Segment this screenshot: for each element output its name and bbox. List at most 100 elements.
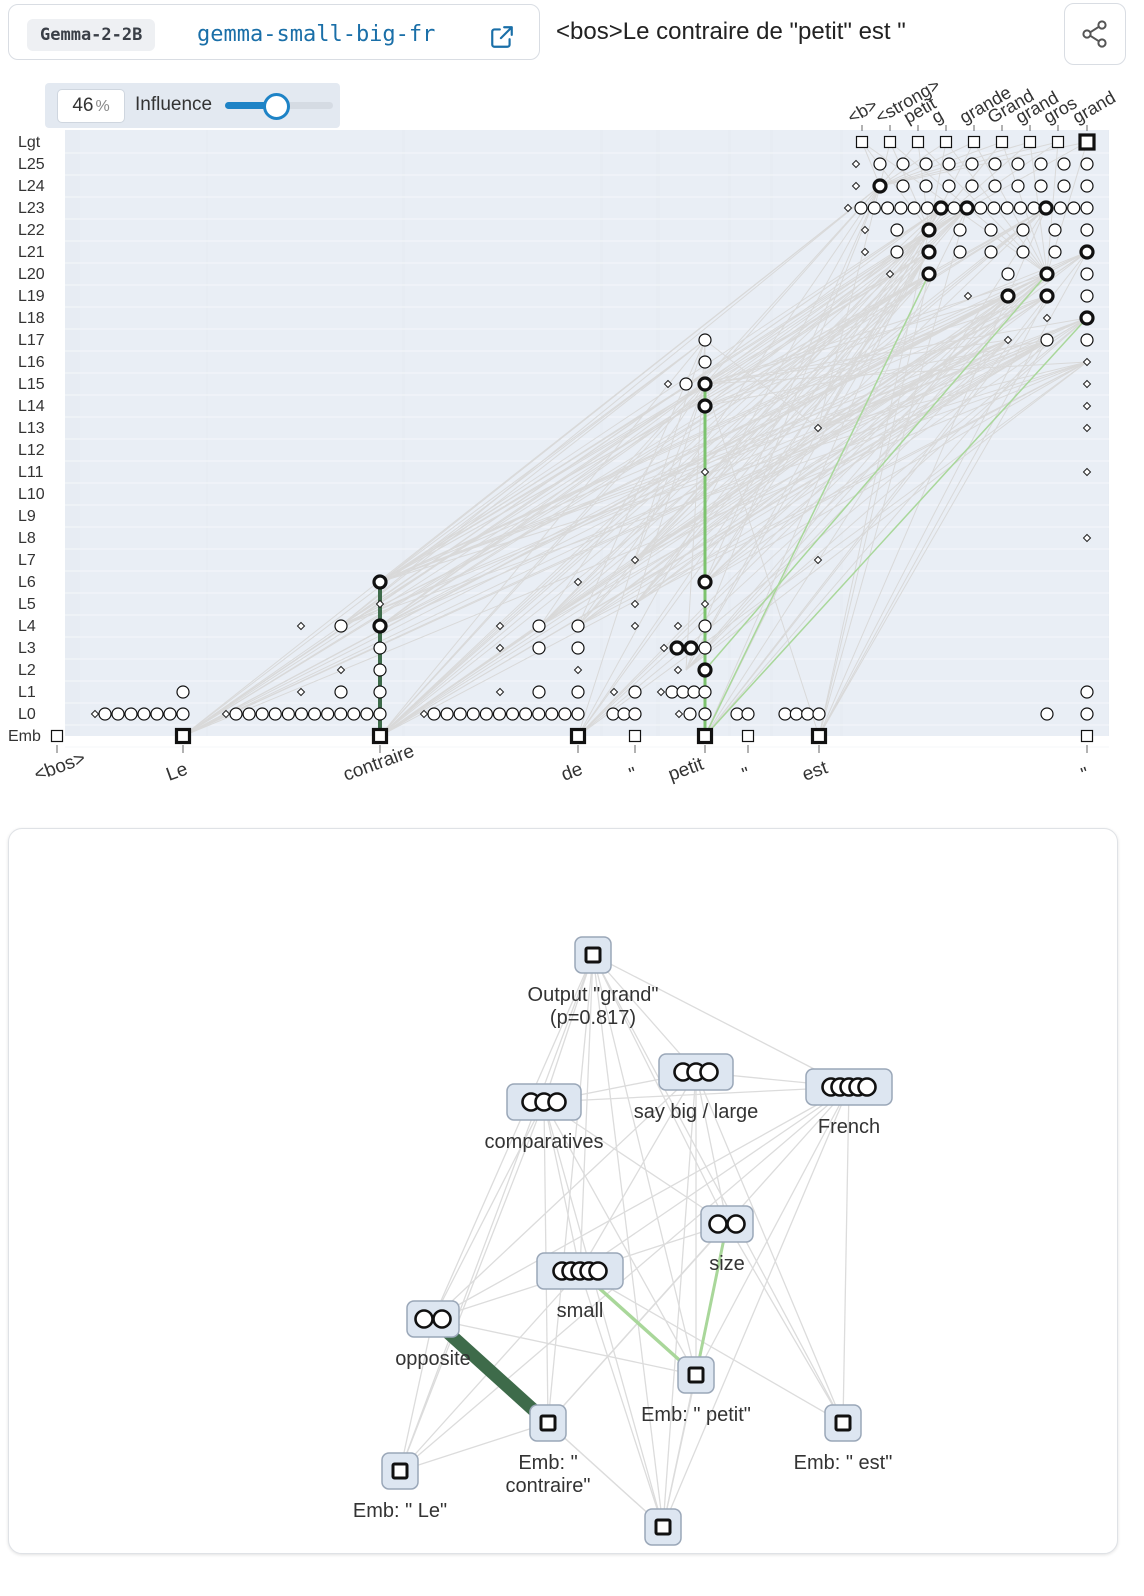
small-feature-node[interactable] xyxy=(659,643,669,653)
feature-node[interactable] xyxy=(1013,201,1028,215)
token-node[interactable] xyxy=(628,729,642,743)
feature-node[interactable] xyxy=(942,179,956,193)
subgraph-node-embcontraire[interactable]: Emb: "contraire" xyxy=(506,1404,591,1497)
small-feature-node[interactable] xyxy=(609,687,619,697)
feature-node[interactable] xyxy=(360,707,374,721)
feature-node[interactable] xyxy=(532,707,546,721)
feature-node[interactable] xyxy=(519,707,533,721)
feature-node[interactable] xyxy=(730,707,744,721)
subgraph-node-out[interactable]: Output "grand"(p=0.817) xyxy=(528,936,659,1029)
feature-node[interactable] xyxy=(665,685,679,699)
subgraph-node-size[interactable]: size xyxy=(700,1205,754,1275)
feature-node[interactable] xyxy=(683,640,699,656)
feature-node[interactable] xyxy=(919,157,933,171)
small-feature-node[interactable] xyxy=(963,291,973,301)
feature-node[interactable] xyxy=(896,157,910,171)
feature-node[interactable] xyxy=(801,707,815,721)
small-feature-node[interactable] xyxy=(630,555,640,565)
feature-node[interactable] xyxy=(894,201,908,215)
token-node[interactable] xyxy=(371,727,389,745)
feature-node[interactable] xyxy=(1001,267,1015,281)
feature-node[interactable] xyxy=(697,376,713,392)
feature-node[interactable] xyxy=(532,685,546,699)
feature-node[interactable] xyxy=(1080,685,1094,699)
feature-node[interactable] xyxy=(697,398,713,414)
feature-node[interactable] xyxy=(1080,289,1094,303)
feature-node[interactable] xyxy=(697,662,713,678)
token-node[interactable] xyxy=(855,135,869,149)
graph-name[interactable]: gemma-small-big-fr xyxy=(197,22,436,47)
feature-node[interactable] xyxy=(1027,201,1041,215)
subgraph-node-embbottom[interactable] xyxy=(644,1508,682,1546)
feature-node[interactable] xyxy=(741,707,755,721)
small-feature-node[interactable] xyxy=(663,379,673,389)
small-feature-node[interactable] xyxy=(375,599,385,609)
feature-node[interactable] xyxy=(373,685,387,699)
small-feature-node[interactable] xyxy=(1082,379,1092,389)
feature-node[interactable] xyxy=(921,222,937,238)
feature-node[interactable] xyxy=(1079,244,1095,260)
token-node[interactable] xyxy=(939,135,953,149)
token-node[interactable] xyxy=(1080,729,1094,743)
feature-node[interactable] xyxy=(687,685,701,699)
feature-node[interactable] xyxy=(880,201,895,215)
feature-node[interactable] xyxy=(698,355,712,369)
influence-slider-handle[interactable] xyxy=(262,93,290,120)
feature-node[interactable] xyxy=(453,707,467,721)
feature-node[interactable] xyxy=(334,685,348,699)
influence-slider[interactable] xyxy=(225,93,333,120)
feature-node[interactable] xyxy=(606,707,620,721)
feature-node[interactable] xyxy=(683,707,697,721)
feature-node[interactable] xyxy=(242,707,256,721)
feature-node[interactable] xyxy=(873,157,887,171)
small-feature-node[interactable] xyxy=(573,577,583,587)
feature-node[interactable] xyxy=(959,200,975,216)
feature-node[interactable] xyxy=(890,223,904,237)
feature-node[interactable] xyxy=(307,707,322,721)
feature-node[interactable] xyxy=(255,707,269,721)
small-feature-node[interactable] xyxy=(860,247,870,257)
feature-node[interactable] xyxy=(492,707,507,721)
feature-node[interactable] xyxy=(1016,245,1030,259)
feature-node[interactable] xyxy=(1080,267,1094,281)
feature-node[interactable] xyxy=(373,641,387,655)
feature-node[interactable] xyxy=(571,707,585,721)
subgraph-node-embest[interactable]: Emb: " est" xyxy=(794,1404,893,1474)
feature-node[interactable] xyxy=(919,179,933,193)
token-node[interactable] xyxy=(967,135,981,149)
token-node[interactable] xyxy=(810,727,828,745)
feature-node[interactable] xyxy=(373,663,387,677)
feature-node[interactable] xyxy=(1053,201,1068,215)
feature-node[interactable] xyxy=(697,574,713,590)
token-node[interactable] xyxy=(1023,135,1037,149)
feature-node[interactable] xyxy=(984,245,998,259)
feature-node[interactable] xyxy=(1038,200,1054,216)
feature-node[interactable] xyxy=(532,619,546,633)
feature-node[interactable] xyxy=(1000,288,1016,304)
feature-node[interactable] xyxy=(698,641,712,655)
feature-node[interactable] xyxy=(347,707,361,721)
feature-node[interactable] xyxy=(921,266,937,282)
feature-node[interactable] xyxy=(953,223,967,237)
feature-node[interactable] xyxy=(281,707,295,721)
token-node[interactable] xyxy=(883,135,897,149)
external-link-icon[interactable] xyxy=(489,24,515,50)
feature-node[interactable] xyxy=(987,201,1001,215)
feature-node[interactable] xyxy=(965,179,979,193)
feature-node[interactable] xyxy=(942,157,956,171)
feature-node[interactable] xyxy=(1048,223,1062,237)
feature-node[interactable] xyxy=(1040,707,1054,721)
feature-node[interactable] xyxy=(988,179,1002,193)
feature-node[interactable] xyxy=(558,707,572,721)
token-node[interactable] xyxy=(1078,133,1096,151)
feature-node[interactable] xyxy=(907,201,921,215)
feature-node[interactable] xyxy=(427,707,441,721)
feature-node[interactable] xyxy=(953,245,967,259)
feature-node[interactable] xyxy=(373,707,387,721)
feature-node[interactable] xyxy=(1057,157,1071,171)
feature-node[interactable] xyxy=(440,707,454,721)
feature-node[interactable] xyxy=(698,619,712,633)
token-node[interactable] xyxy=(174,727,192,745)
feature-node[interactable] xyxy=(896,179,910,193)
feature-node[interactable] xyxy=(628,707,642,721)
